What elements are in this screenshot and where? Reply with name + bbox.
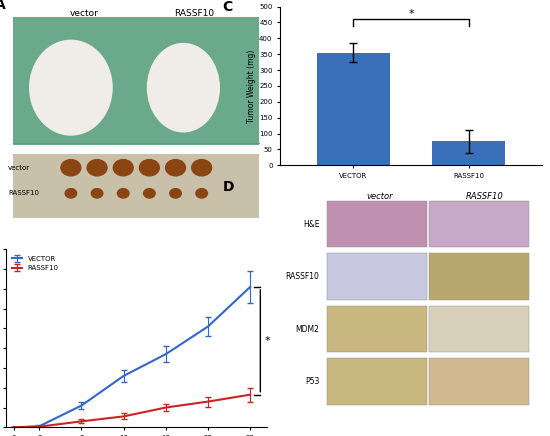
Text: D: D: [223, 180, 234, 194]
Circle shape: [192, 160, 212, 176]
Circle shape: [87, 160, 107, 176]
Circle shape: [113, 160, 133, 176]
Bar: [429, 306, 529, 352]
Circle shape: [196, 189, 207, 198]
Text: A: A: [0, 0, 6, 12]
Text: *: *: [408, 9, 414, 19]
Bar: [13, 154, 259, 218]
Bar: [13, 17, 259, 145]
Text: vector: vector: [8, 165, 30, 171]
Text: H&E: H&E: [303, 220, 320, 229]
Circle shape: [170, 189, 182, 198]
Text: P53: P53: [305, 377, 320, 386]
Circle shape: [61, 160, 81, 176]
Circle shape: [91, 189, 103, 198]
Bar: [429, 358, 529, 405]
Circle shape: [118, 189, 129, 198]
Text: RASSF10: RASSF10: [8, 191, 39, 196]
Y-axis label: Tumor Weight (mg): Tumor Weight (mg): [248, 49, 256, 123]
Bar: [432, 142, 505, 165]
Circle shape: [65, 189, 76, 198]
Legend: VECTOR, RASSF10: VECTOR, RASSF10: [9, 253, 62, 274]
Text: RASSF10: RASSF10: [465, 191, 503, 201]
Bar: [327, 201, 427, 248]
Bar: [327, 358, 427, 405]
Bar: [327, 306, 427, 352]
Text: vector: vector: [366, 191, 393, 201]
Text: *: *: [265, 336, 270, 346]
Bar: [429, 253, 529, 300]
Text: C: C: [223, 0, 233, 14]
Text: RASSF10: RASSF10: [285, 272, 320, 281]
Text: vector: vector: [69, 9, 98, 18]
Bar: [317, 53, 390, 165]
Bar: [327, 253, 427, 300]
Ellipse shape: [147, 43, 220, 133]
Text: MDM2: MDM2: [295, 324, 320, 334]
Text: RASSF10: RASSF10: [174, 9, 214, 18]
Circle shape: [140, 160, 159, 176]
Ellipse shape: [29, 40, 113, 136]
Bar: [429, 201, 529, 248]
Circle shape: [144, 189, 155, 198]
Circle shape: [166, 160, 185, 176]
